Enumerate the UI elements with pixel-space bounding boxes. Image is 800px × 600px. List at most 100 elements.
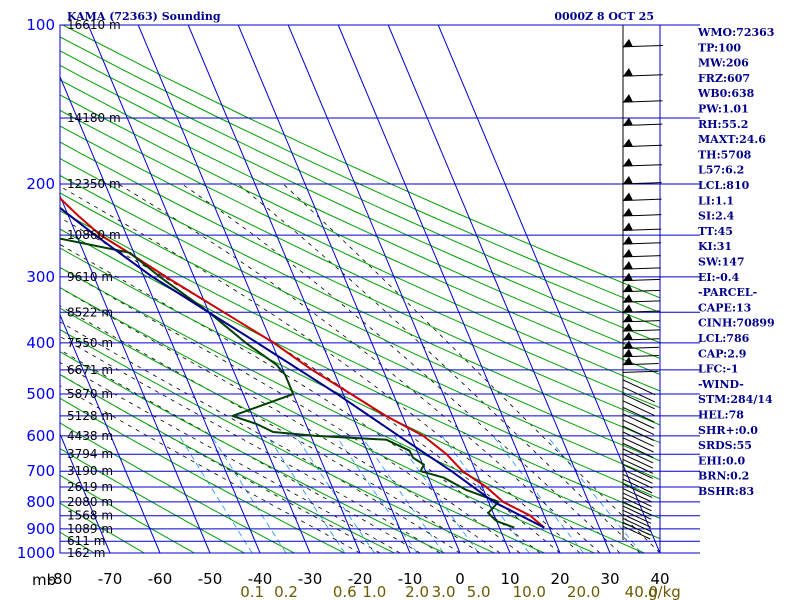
wind-barb <box>622 406 655 423</box>
isotherm-line <box>60 194 211 553</box>
temperature-tick-label: -50 <box>198 570 223 588</box>
wind-flag <box>623 192 633 201</box>
height-label: 4438 m <box>67 429 113 443</box>
moist-adiabat-line <box>237 183 641 553</box>
wind-flag <box>623 236 633 245</box>
isotherm-line <box>137 25 361 553</box>
isotherm-line <box>87 25 311 553</box>
wind-barb <box>622 458 654 474</box>
temperature-tick-label: -10 <box>398 570 423 588</box>
chart-datetime: 0000Z 8 OCT 25 <box>554 10 654 23</box>
stability-index: STM:284/14 <box>698 393 773 406</box>
stability-index: LI:1.1 <box>698 194 734 207</box>
height-label: 9610 m <box>67 270 113 284</box>
wind-barb <box>622 464 653 479</box>
pressure-tick-label: 100 <box>26 16 55 34</box>
stability-index: SRDS:55 <box>698 439 752 452</box>
temperature-tick-label: -30 <box>298 570 323 588</box>
wind-flag <box>623 207 633 216</box>
wind-barb <box>622 492 652 507</box>
mixing-ratio-tick-label: 20.0 <box>567 583 600 600</box>
height-label: 2619 m <box>67 480 113 494</box>
moist-adiabat-line <box>60 267 521 553</box>
stability-index: TH:5708 <box>698 148 752 161</box>
temperature-tick-label: 30 <box>600 570 619 588</box>
wind-barb <box>622 497 652 512</box>
stability-index: -PARCEL- <box>698 286 757 299</box>
chart-title: KAMA (72363) Sounding <box>67 10 221 23</box>
stability-index: -WIND- <box>698 378 744 391</box>
wind-flag <box>623 158 633 167</box>
temperature-tick-label: -70 <box>98 570 123 588</box>
wind-barb <box>622 370 659 373</box>
stability-index: L57:6.2 <box>698 164 744 177</box>
temperature-tick-label: -60 <box>148 570 173 588</box>
wind-barb <box>622 474 653 489</box>
wind-flag <box>623 340 633 349</box>
mixing-ratio-tick-label: 3.0 <box>432 583 456 600</box>
temperature-tick-label: 10 <box>500 570 519 588</box>
wind-barb <box>622 525 651 540</box>
wind-barb <box>622 488 653 503</box>
wind-barb <box>622 393 655 410</box>
height-label: 1089 m <box>67 522 113 536</box>
wind-barb <box>622 509 652 524</box>
wind-flag <box>623 68 633 77</box>
stability-index: CINH:70899 <box>698 317 775 330</box>
height-label: 10860 m <box>67 228 121 242</box>
isobars <box>59 24 700 554</box>
wind-flag <box>623 313 633 322</box>
wind-flag <box>623 304 633 313</box>
wind-flag <box>623 272 633 281</box>
stability-index: WB0:638 <box>697 87 755 100</box>
wind-flag <box>623 222 633 231</box>
height-label: 3190 m <box>67 464 113 478</box>
height-label: 3794 m <box>67 447 113 461</box>
pressure-tick-label: 400 <box>26 334 55 352</box>
temperature-tick-label: -80 <box>48 570 73 588</box>
mixing-ratio-tick-label: 1.0 <box>362 583 386 600</box>
height-label: 16610 m <box>67 18 121 32</box>
wind-barb <box>622 448 654 464</box>
wind-barb <box>622 442 654 458</box>
wind-barb <box>622 478 653 494</box>
stability-index: TP:100 <box>698 41 741 54</box>
stability-index: RH:55.2 <box>698 118 748 131</box>
stability-index: WMO:72363 <box>697 26 774 39</box>
stability-index: CAP:2.9 <box>698 347 746 360</box>
wind-barb <box>622 425 655 441</box>
wind-flag <box>623 248 633 257</box>
wind-barb <box>622 521 651 536</box>
wind-barb <box>622 413 655 429</box>
wind-flag <box>623 294 633 303</box>
pressure-tick-label: 500 <box>26 385 55 403</box>
mixing-ratio-unit-label: g/kg <box>648 583 681 600</box>
stability-indices-panel: WMO:72363 TP:100 MW:206 FRZ:607 WB0:638 PW:1.… <box>697 26 775 498</box>
wind-barb <box>622 513 652 528</box>
pressure-tick-label: 700 <box>26 462 55 480</box>
isotherm-line <box>187 25 411 553</box>
stability-index: LCL:786 <box>698 332 750 345</box>
height-label: 5870 m <box>67 387 113 401</box>
wind-flag <box>623 332 633 341</box>
stability-index: SW:147 <box>698 256 745 269</box>
stability-index: MAXT:24.6 <box>698 133 766 146</box>
stability-index: HEL:78 <box>698 409 744 422</box>
temperature-tick-label: 40 <box>650 570 669 588</box>
height-label: 5128 m <box>67 409 113 423</box>
height-label: 162 m <box>67 546 105 560</box>
dewpoint-line <box>60 237 515 529</box>
stability-index: BSHR:83 <box>698 485 754 498</box>
stability-index: TT:45 <box>698 225 733 238</box>
isotherm-line <box>60 313 161 553</box>
wind-flag <box>623 261 633 270</box>
parcel-line <box>60 206 545 529</box>
temperature-line <box>60 196 545 529</box>
wind-barb <box>622 505 652 520</box>
stability-index: FRZ:607 <box>698 72 750 85</box>
pressure-unit-label: mb <box>32 571 56 589</box>
wind-barb <box>622 469 653 484</box>
moist-adiabat-line <box>60 349 421 553</box>
